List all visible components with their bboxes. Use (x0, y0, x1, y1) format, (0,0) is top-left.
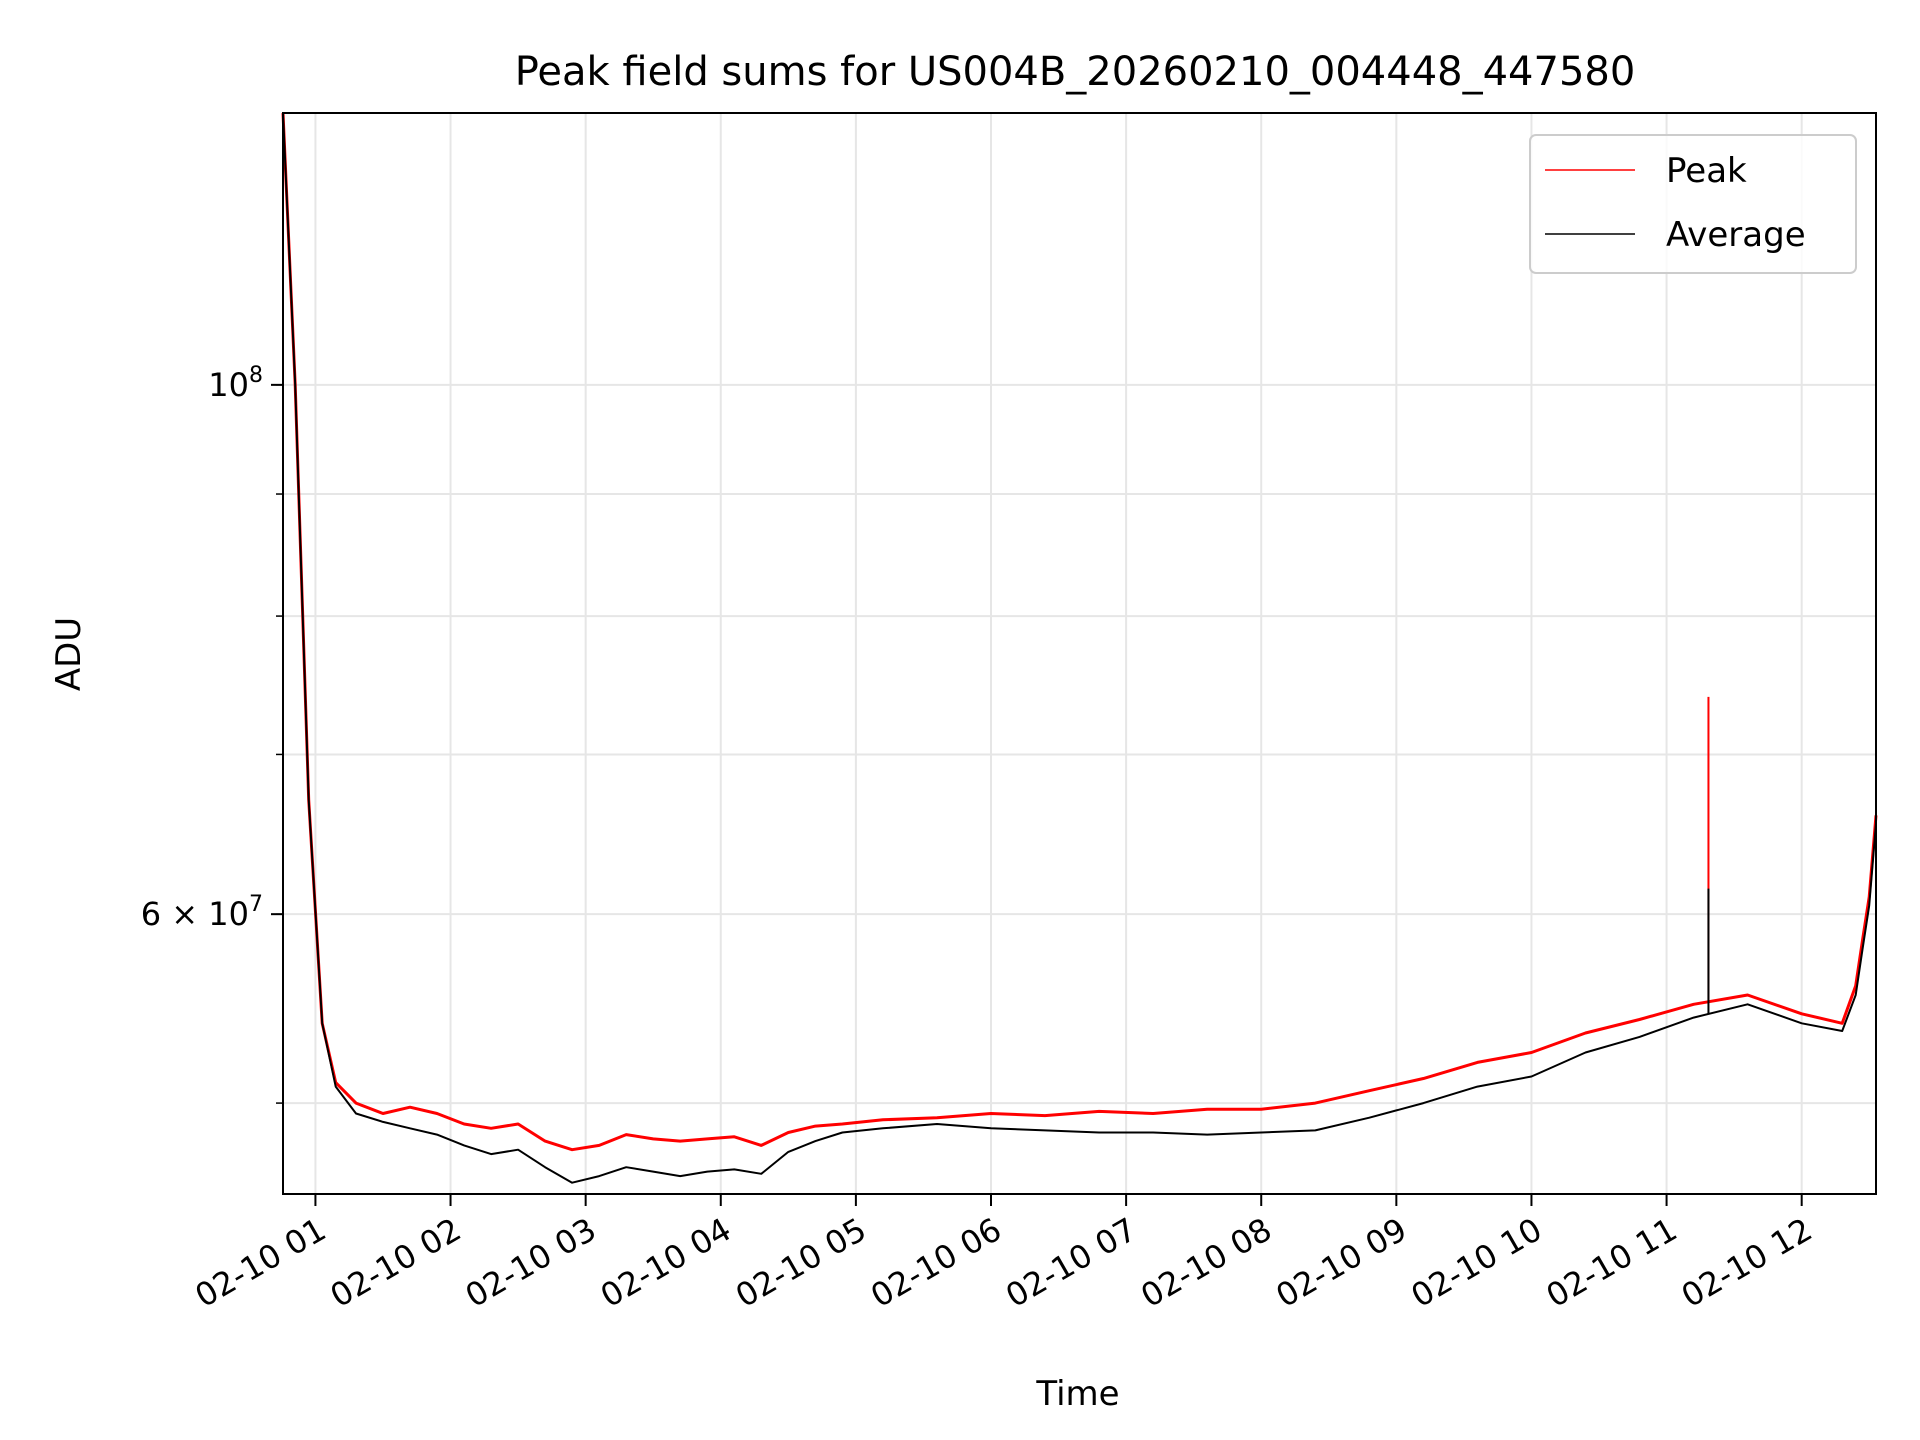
legend: Peak Average (1529, 134, 1857, 274)
y-tick-base: 10 (208, 366, 249, 404)
x-axis-label: Time (1035, 1374, 1119, 1414)
series-line-peak (281, 112, 1878, 1152)
y-tick-label: 108 (208, 363, 263, 404)
grid-lines (283, 113, 1876, 1194)
legend-label-peak: Peak (1666, 151, 1747, 191)
chart-title: Peak field sums for US004B_20260210_0044… (515, 49, 1636, 95)
plot-area (281, 112, 1878, 1184)
y-tick-base: 10 (208, 895, 249, 933)
axes-frame (282, 112, 1877, 1195)
y-tick-exponent: 8 (249, 363, 263, 388)
series-line-average (282, 112, 1877, 1184)
y-tick-mantissa: 6 × (141, 895, 209, 933)
y-axis-label: ADU (49, 617, 89, 691)
y-tick-exponent: 7 (249, 892, 263, 917)
y-tick-label: 6 × 107 (141, 892, 263, 933)
legend-label-average: Average (1666, 215, 1806, 255)
